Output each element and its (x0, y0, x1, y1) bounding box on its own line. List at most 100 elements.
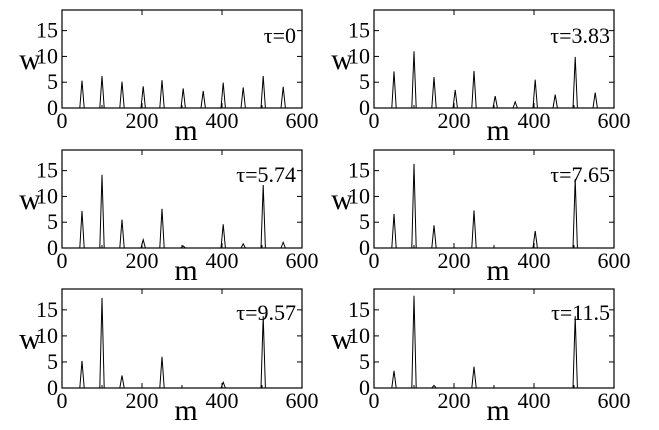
x-tick-label: 0 (369, 108, 380, 133)
peak (471, 70, 477, 109)
x-tick-label: 0 (369, 388, 380, 413)
y-tick-label: 10 (348, 183, 370, 208)
peak (431, 384, 437, 389)
peak (180, 245, 186, 249)
y-tick-label: 15 (36, 297, 58, 322)
y-tick-label: 15 (36, 18, 58, 43)
tau-annotation: τ=0 (264, 23, 296, 48)
y-axis-label: w (331, 323, 353, 356)
peak (260, 185, 266, 249)
y-tick-label: 15 (36, 158, 58, 183)
x-tick-label: 200 (126, 248, 159, 273)
x-tick-label: 0 (369, 248, 380, 273)
x-tick-label: 600 (286, 248, 319, 273)
x-tick-label: 400 (206, 388, 239, 413)
y-tick-label: 10 (36, 43, 58, 68)
x-tick-label: 600 (286, 388, 319, 413)
peak (431, 225, 437, 249)
tau-annotation: τ=7.65 (550, 162, 610, 187)
peak (260, 75, 266, 109)
y-tick-label: 5 (359, 349, 370, 374)
y-tick-label: 5 (47, 209, 58, 234)
peak (391, 71, 397, 109)
x-axis-label: m (174, 114, 197, 147)
x-tick-label: 600 (598, 388, 631, 413)
peak (552, 94, 558, 109)
tau-annotation: τ=3.83 (550, 23, 610, 48)
peak (140, 86, 146, 109)
x-tick-label: 200 (126, 388, 159, 413)
peak (572, 178, 578, 249)
x-axis-label: m (486, 114, 509, 147)
peak (471, 210, 477, 249)
x-tick-label: 200 (126, 108, 159, 133)
peak (280, 240, 286, 249)
y-axis-label: w (331, 183, 353, 216)
tau-annotation: τ=9.57 (236, 300, 296, 325)
peak (391, 370, 397, 389)
y-tick-label: 5 (47, 69, 58, 94)
peak (411, 295, 417, 389)
x-tick-label: 200 (438, 388, 471, 413)
peak (240, 87, 246, 109)
x-tick-label: 0 (57, 388, 68, 413)
peak (592, 92, 598, 109)
peak (119, 219, 125, 249)
peak (99, 297, 105, 389)
peak (411, 163, 417, 249)
y-axis-label: w (331, 43, 353, 76)
y-tick-label: 15 (348, 297, 370, 322)
peak (431, 77, 437, 109)
peak (119, 375, 125, 389)
x-tick-label: 400 (518, 388, 551, 413)
peak (79, 210, 85, 249)
peak (79, 360, 85, 389)
x-tick-label: 600 (598, 108, 631, 133)
y-tick-label: 5 (47, 349, 58, 374)
peak (492, 96, 498, 109)
peak (391, 213, 397, 249)
x-tick-label: 0 (57, 248, 68, 273)
peak (532, 79, 538, 109)
y-tick-label: 0 (47, 235, 58, 260)
peak (240, 242, 246, 249)
y-tick-label: 10 (36, 183, 58, 208)
peak (159, 80, 165, 109)
peak (471, 366, 477, 389)
y-tick-label: 15 (348, 158, 370, 183)
y-axis-label: w (19, 43, 41, 76)
x-tick-label: 400 (518, 248, 551, 273)
peak (572, 56, 578, 109)
peak (532, 230, 538, 249)
y-tick-label: 10 (348, 323, 370, 348)
x-axis-label: m (486, 394, 509, 427)
y-tick-label: 0 (359, 235, 370, 260)
peak (220, 380, 226, 389)
peak (512, 100, 518, 109)
x-tick-label: 400 (206, 108, 239, 133)
x-tick-label: 600 (286, 108, 319, 133)
y-tick-label: 0 (47, 95, 58, 120)
x-tick-label: 400 (518, 108, 551, 133)
y-tick-label: 5 (359, 69, 370, 94)
y-tick-label: 0 (359, 375, 370, 400)
peak (220, 224, 226, 249)
peak (452, 89, 458, 109)
x-tick-label: 400 (206, 248, 239, 273)
peak (140, 237, 146, 249)
x-tick-label: 600 (598, 248, 631, 273)
peak (572, 316, 578, 389)
y-tick-label: 15 (348, 18, 370, 43)
peak (79, 80, 85, 109)
x-axis-label: m (174, 394, 197, 427)
peak (180, 88, 186, 109)
x-tick-label: 200 (438, 248, 471, 273)
peak (159, 356, 165, 389)
x-axis-label: m (174, 254, 197, 287)
peak (220, 82, 226, 109)
x-axis-label: m (486, 254, 509, 287)
